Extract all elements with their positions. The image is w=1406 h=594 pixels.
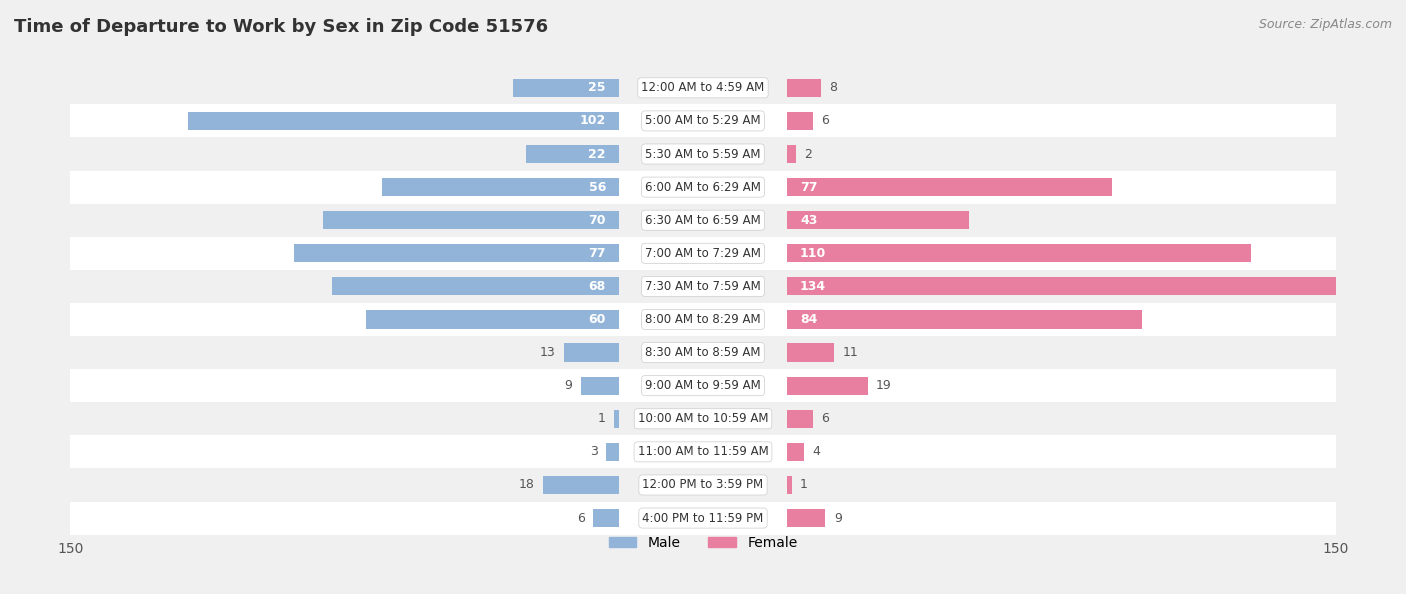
Text: 4: 4 xyxy=(813,446,821,459)
Text: 102: 102 xyxy=(579,115,606,128)
Bar xyxy=(787,211,969,229)
Text: 110: 110 xyxy=(800,247,827,260)
Text: 9: 9 xyxy=(564,379,572,392)
Bar xyxy=(787,343,834,362)
FancyBboxPatch shape xyxy=(70,369,1336,402)
Text: 7:00 AM to 7:29 AM: 7:00 AM to 7:29 AM xyxy=(645,247,761,260)
Text: 25: 25 xyxy=(589,81,606,94)
FancyBboxPatch shape xyxy=(70,137,1336,170)
FancyBboxPatch shape xyxy=(70,270,1336,303)
Text: Source: ZipAtlas.com: Source: ZipAtlas.com xyxy=(1258,18,1392,31)
Bar xyxy=(787,79,821,97)
Text: 5:00 AM to 5:29 AM: 5:00 AM to 5:29 AM xyxy=(645,115,761,128)
Text: 10:00 AM to 10:59 AM: 10:00 AM to 10:59 AM xyxy=(638,412,768,425)
Text: 68: 68 xyxy=(589,280,606,293)
Bar xyxy=(787,443,804,461)
Text: 12:00 PM to 3:59 PM: 12:00 PM to 3:59 PM xyxy=(643,478,763,491)
Bar xyxy=(787,244,1251,263)
Bar xyxy=(787,476,792,494)
Bar xyxy=(787,145,796,163)
Text: 11: 11 xyxy=(842,346,858,359)
Bar xyxy=(323,211,619,229)
Bar xyxy=(606,443,619,461)
Text: 134: 134 xyxy=(800,280,827,293)
Text: 9:00 AM to 9:59 AM: 9:00 AM to 9:59 AM xyxy=(645,379,761,392)
Text: 1: 1 xyxy=(800,478,808,491)
FancyBboxPatch shape xyxy=(70,105,1336,137)
Bar xyxy=(366,311,619,328)
Text: 6: 6 xyxy=(821,412,830,425)
Text: 77: 77 xyxy=(589,247,606,260)
Text: 7:30 AM to 7:59 AM: 7:30 AM to 7:59 AM xyxy=(645,280,761,293)
Bar xyxy=(787,377,868,395)
Text: 3: 3 xyxy=(589,446,598,459)
Bar xyxy=(787,311,1142,328)
Bar xyxy=(593,509,619,527)
Bar xyxy=(787,410,813,428)
Text: 84: 84 xyxy=(800,313,817,326)
Bar xyxy=(382,178,619,196)
Bar xyxy=(581,377,619,395)
FancyBboxPatch shape xyxy=(70,170,1336,204)
FancyBboxPatch shape xyxy=(70,435,1336,469)
Legend: Male, Female: Male, Female xyxy=(603,530,803,555)
Bar xyxy=(513,79,619,97)
Text: 6: 6 xyxy=(821,115,830,128)
Bar xyxy=(787,509,825,527)
Text: 22: 22 xyxy=(589,147,606,160)
Text: 2: 2 xyxy=(804,147,813,160)
Bar xyxy=(564,343,619,362)
FancyBboxPatch shape xyxy=(70,71,1336,105)
Bar xyxy=(787,277,1353,295)
FancyBboxPatch shape xyxy=(70,501,1336,535)
Text: 1: 1 xyxy=(598,412,606,425)
Text: 12:00 AM to 4:59 AM: 12:00 AM to 4:59 AM xyxy=(641,81,765,94)
Bar xyxy=(526,145,619,163)
Text: 43: 43 xyxy=(800,214,817,227)
FancyBboxPatch shape xyxy=(70,336,1336,369)
Text: 5:30 AM to 5:59 AM: 5:30 AM to 5:59 AM xyxy=(645,147,761,160)
Text: 19: 19 xyxy=(876,379,891,392)
Text: Time of Departure to Work by Sex in Zip Code 51576: Time of Departure to Work by Sex in Zip … xyxy=(14,18,548,36)
Bar xyxy=(787,112,813,130)
Text: 9: 9 xyxy=(834,511,842,525)
Text: 77: 77 xyxy=(800,181,817,194)
Text: 6:00 AM to 6:29 AM: 6:00 AM to 6:29 AM xyxy=(645,181,761,194)
FancyBboxPatch shape xyxy=(70,237,1336,270)
Text: 4:00 PM to 11:59 PM: 4:00 PM to 11:59 PM xyxy=(643,511,763,525)
Text: 18: 18 xyxy=(519,478,534,491)
Text: 8: 8 xyxy=(830,81,838,94)
Bar xyxy=(332,277,619,295)
Text: 8:00 AM to 8:29 AM: 8:00 AM to 8:29 AM xyxy=(645,313,761,326)
Bar xyxy=(614,410,619,428)
Text: 70: 70 xyxy=(589,214,606,227)
FancyBboxPatch shape xyxy=(70,402,1336,435)
Bar xyxy=(188,112,619,130)
Bar xyxy=(543,476,619,494)
Text: 11:00 AM to 11:59 AM: 11:00 AM to 11:59 AM xyxy=(638,446,768,459)
Text: 60: 60 xyxy=(589,313,606,326)
Text: 8:30 AM to 8:59 AM: 8:30 AM to 8:59 AM xyxy=(645,346,761,359)
FancyBboxPatch shape xyxy=(70,469,1336,501)
Bar xyxy=(787,178,1112,196)
Text: 6:30 AM to 6:59 AM: 6:30 AM to 6:59 AM xyxy=(645,214,761,227)
Text: 13: 13 xyxy=(540,346,555,359)
FancyBboxPatch shape xyxy=(70,303,1336,336)
Text: 56: 56 xyxy=(589,181,606,194)
FancyBboxPatch shape xyxy=(70,204,1336,237)
Text: 6: 6 xyxy=(576,511,585,525)
Bar xyxy=(294,244,619,263)
